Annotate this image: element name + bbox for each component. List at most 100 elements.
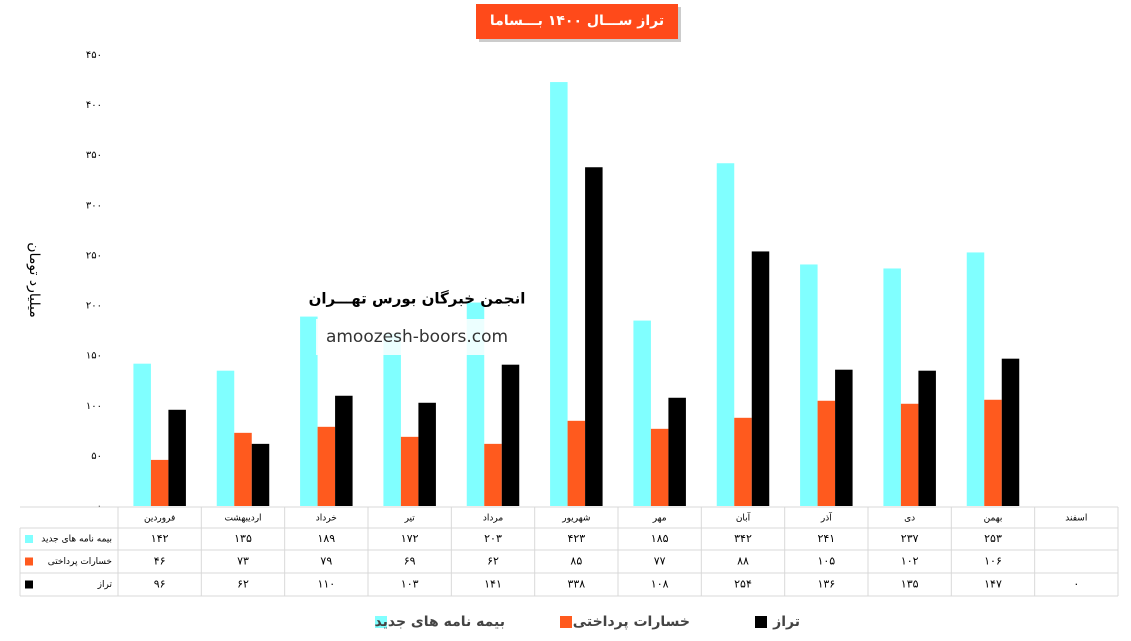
table-value: ۲۴۱	[817, 532, 835, 545]
table-value: ۸۸	[737, 555, 749, 568]
bar	[734, 417, 752, 506]
bar	[751, 251, 770, 506]
y-tick-label: ۵۰	[91, 451, 102, 462]
table-value: ۱۳۵	[901, 578, 919, 591]
legend-label: بیمه نامه های جدید	[375, 614, 505, 630]
bar	[550, 82, 568, 506]
table-value: ۱۰۳	[401, 578, 419, 591]
table-value: ۱۰۶	[984, 555, 1002, 568]
y-tick-label: ۳۰۰	[86, 200, 102, 211]
table-legend-key	[25, 535, 33, 543]
bar	[633, 320, 651, 506]
table-value: ۲۳۷	[901, 532, 919, 545]
y-axis-label: میلیارد تومان	[26, 242, 42, 317]
bar	[966, 252, 985, 506]
table-value: ۱۸۵	[651, 532, 669, 545]
x-tick-label: تیر	[404, 514, 416, 524]
table-value: ۲۵۴	[734, 578, 752, 591]
bar	[716, 163, 735, 507]
table-value: ۶۹	[404, 555, 416, 568]
bar	[168, 409, 186, 506]
bar	[567, 420, 586, 506]
x-tick-label: آبان	[736, 512, 751, 524]
x-tick-label: مهر	[652, 514, 667, 524]
bar	[150, 459, 169, 506]
bar	[418, 402, 436, 506]
bar	[300, 316, 318, 506]
table-value: ۴۲۳	[567, 532, 585, 545]
y-tick-label: ۴۵۰	[86, 50, 102, 61]
table-legend-key	[25, 557, 33, 566]
bar	[800, 264, 818, 506]
bar	[317, 426, 336, 506]
bar	[501, 364, 520, 506]
table-value: ۶۲	[487, 555, 499, 568]
x-tick-label: اسفند	[1065, 514, 1087, 524]
x-tick-label: اردیبهشت	[224, 514, 261, 524]
watermark-title: انجمن خبرگان بورس تهـــران	[309, 290, 526, 308]
bar	[883, 268, 901, 506]
x-tick-label: بهمن	[984, 514, 1003, 524]
y-tick-label: ۳۵۰	[86, 150, 102, 161]
table-value: ۷۹	[320, 555, 332, 568]
table-value: ۳۳۸	[567, 578, 585, 591]
table-value: ۱۴۲	[151, 532, 169, 545]
chart-title: تراز ســـال ۱۴۰۰ بـــساما	[490, 13, 664, 29]
table-value: ۱۳۶	[817, 578, 835, 591]
y-tick-label: ۲۵۰	[86, 250, 102, 261]
bar	[984, 399, 1002, 506]
bar	[650, 428, 669, 506]
legend-label: خسارات پرداختی	[573, 614, 690, 630]
x-tick-label: خرداد	[316, 514, 337, 524]
title-box	[476, 4, 678, 39]
table-value: ۱۱۰	[317, 578, 335, 591]
table-value: ۷۳	[237, 555, 249, 568]
watermark-url: amoozesh-boors.com	[326, 327, 508, 347]
table-value: ۱۷۲	[401, 532, 419, 545]
table-value: ۱۰۵	[817, 555, 835, 568]
table-row-label: بیمه نامه های جدید	[41, 535, 112, 545]
table-value: ۹۶	[154, 578, 166, 591]
legend-key	[560, 616, 572, 628]
bar	[484, 443, 502, 506]
table-value: ۴۶	[154, 555, 166, 568]
x-tick-label: فروردین	[144, 514, 175, 524]
table-value: ۸۵	[570, 555, 582, 568]
table-legend-key	[25, 580, 33, 589]
bar	[918, 370, 936, 506]
x-tick-label: آذر	[820, 512, 832, 524]
bar	[817, 400, 836, 506]
x-tick-label: مرداد	[483, 514, 503, 524]
bar	[133, 363, 151, 506]
bar	[335, 395, 353, 506]
table-value: ۱۸۹	[317, 532, 335, 545]
y-tick-label: ۴۰۰	[86, 100, 102, 111]
bar	[400, 436, 419, 506]
legend-key	[755, 616, 767, 628]
table-value: ۲۵۳	[984, 532, 1002, 545]
bar	[251, 443, 270, 506]
watermark-box	[316, 319, 518, 355]
bar	[835, 369, 853, 506]
bar	[668, 397, 686, 506]
bar	[234, 432, 252, 506]
bar	[585, 167, 603, 506]
bar	[216, 370, 235, 506]
y-tick-label: ۱۵۰	[86, 351, 102, 362]
plot: ۰ ۵۰ ۱۰۰ ۱۵۰ ۲۰۰ ۲۵۰ ۳۰۰ ۳۵۰ ۴۰۰ ۴۵۰ فروردین اردیبه…	[19, 50, 1119, 630]
table-row-label: تراز	[97, 580, 113, 590]
table-value: ۶۲	[237, 578, 249, 591]
table-row-label: خسارات پرداختی	[48, 557, 112, 567]
table-value: ۱۴۷	[984, 578, 1002, 591]
x-tick-label: دی	[904, 514, 915, 524]
table-value: ۲۰۳	[484, 532, 502, 545]
bar	[900, 403, 919, 506]
table-value: ۱۰۲	[901, 555, 919, 568]
table-value: ۷۷	[654, 555, 666, 568]
bar	[1001, 358, 1020, 506]
bar	[383, 333, 401, 506]
x-tick-label: شهریور	[561, 514, 590, 524]
table-value: ۱۴۱	[484, 578, 502, 591]
